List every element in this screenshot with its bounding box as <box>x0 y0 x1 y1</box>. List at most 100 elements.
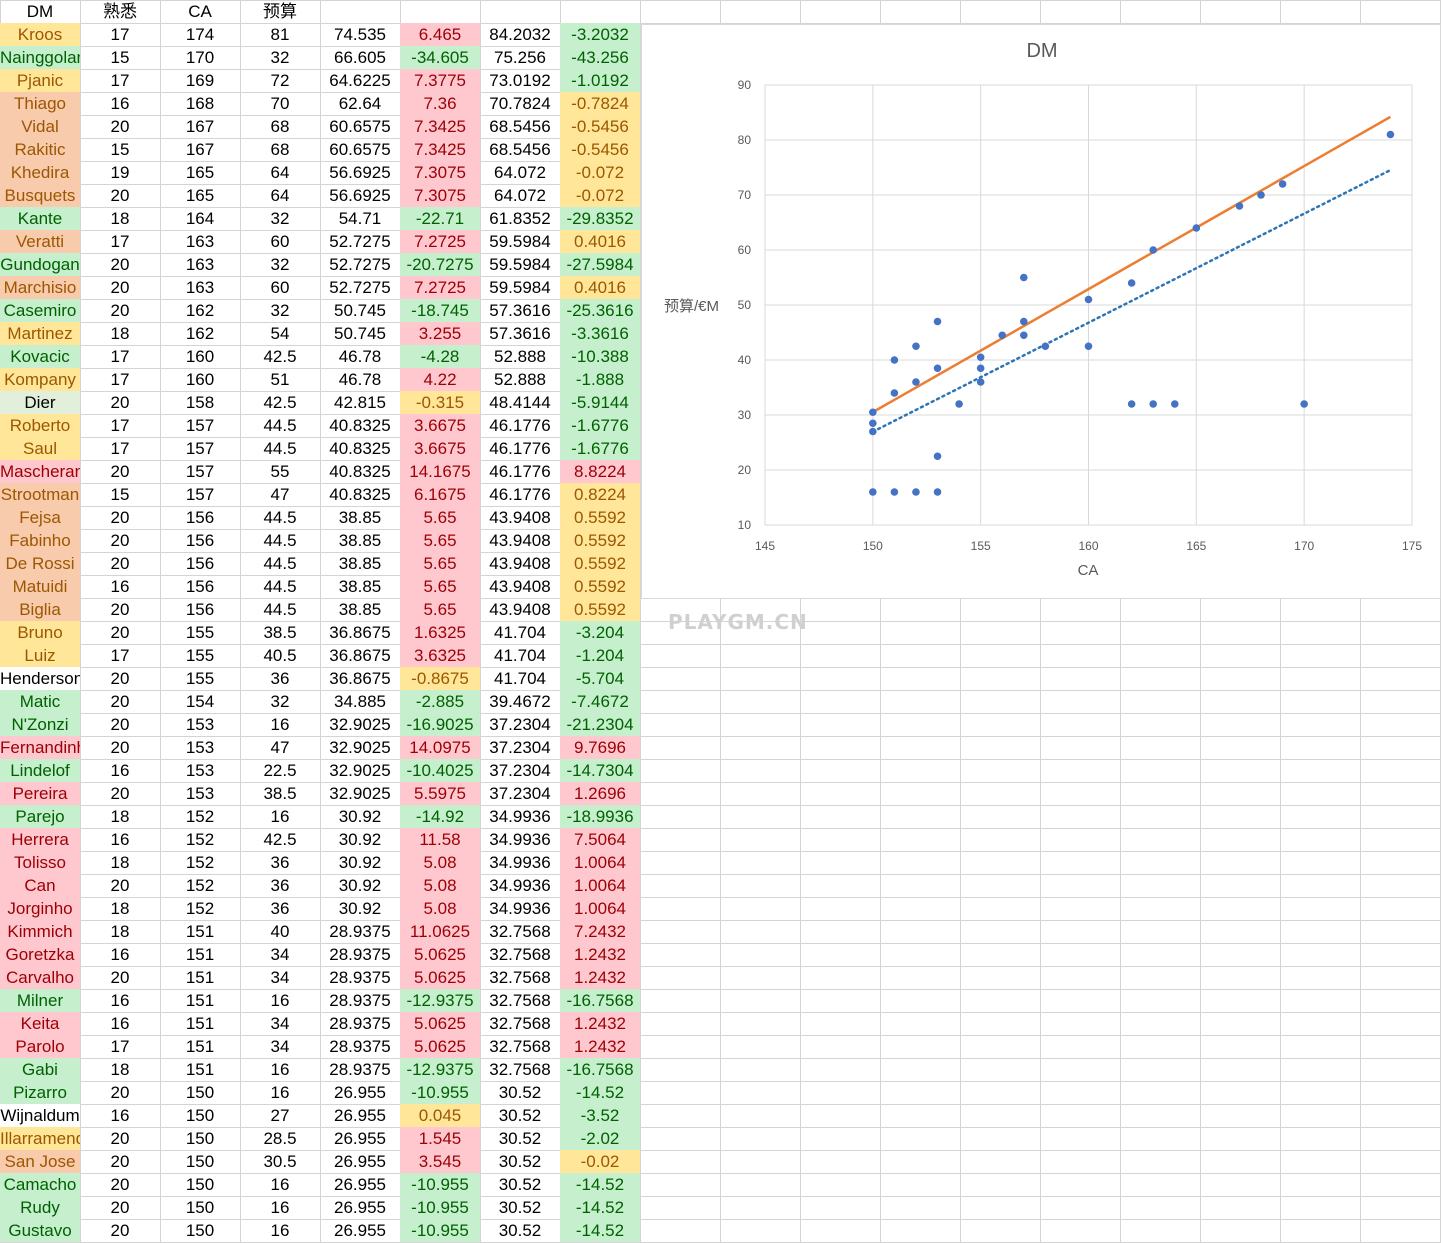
value-cell[interactable]: 46.1776 <box>489 439 551 458</box>
header-cell[interactable]: CA <box>188 2 212 21</box>
value-cell[interactable]: 7.3425 <box>400 138 480 161</box>
player-name-cell[interactable]: Saul <box>0 437 80 460</box>
value-cell[interactable]: 5.0625 <box>400 943 480 966</box>
value-cell[interactable]: 39.4672 <box>489 692 551 711</box>
value-cell[interactable]: 18 <box>110 922 130 941</box>
value-cell[interactable]: 38.85 <box>338 600 382 619</box>
value-cell[interactable]: -18.745 <box>400 299 480 322</box>
player-name-cell[interactable]: Kovacic <box>0 345 80 368</box>
value-cell[interactable]: 40.8325 <box>329 439 391 458</box>
value-cell[interactable]: 43.9408 <box>489 600 551 619</box>
value-cell[interactable]: 37.2304 <box>489 784 551 803</box>
value-cell[interactable]: 27 <box>270 1106 290 1125</box>
value-cell[interactable]: 20 <box>110 669 130 688</box>
value-cell[interactable]: -3.204 <box>560 621 640 644</box>
value-cell[interactable]: 5.08 <box>400 897 480 920</box>
player-name-cell[interactable]: Dier <box>0 391 80 414</box>
value-cell[interactable]: 8.8224 <box>560 460 640 483</box>
value-cell[interactable]: 42.5 <box>263 830 297 849</box>
value-cell[interactable]: -10.955 <box>400 1081 480 1104</box>
header-cell[interactable] <box>480 0 560 23</box>
value-cell[interactable]: 30.52 <box>498 1175 542 1194</box>
value-cell[interactable]: 20 <box>110 554 130 573</box>
player-name-cell[interactable]: Bruno <box>0 621 80 644</box>
value-cell[interactable]: 1.0064 <box>560 851 640 874</box>
value-cell[interactable]: -16.7568 <box>560 1058 640 1081</box>
value-cell[interactable]: 36 <box>270 899 290 918</box>
value-cell[interactable]: 16 <box>110 991 130 1010</box>
value-cell[interactable]: 32.7568 <box>489 1060 551 1079</box>
value-cell[interactable]: -21.2304 <box>560 713 640 736</box>
value-cell[interactable]: 30.92 <box>338 876 382 895</box>
value-cell[interactable]: 155 <box>185 669 215 688</box>
value-cell[interactable]: 50.745 <box>334 324 386 343</box>
player-name-cell[interactable]: Marchisio <box>0 276 80 299</box>
value-cell[interactable]: 20 <box>110 600 130 619</box>
value-cell[interactable]: 60 <box>270 278 290 297</box>
value-cell[interactable]: 6.465 <box>400 23 480 46</box>
value-cell[interactable]: 64.072 <box>494 163 546 182</box>
value-cell[interactable]: 5.0625 <box>400 1012 480 1035</box>
value-cell[interactable]: 152 <box>185 899 215 918</box>
value-cell[interactable]: 17 <box>110 370 130 389</box>
value-cell[interactable]: -12.9375 <box>400 1058 480 1081</box>
value-cell[interactable]: 16 <box>270 1221 290 1240</box>
value-cell[interactable]: 150 <box>185 1129 215 1148</box>
value-cell[interactable]: 20 <box>110 784 130 803</box>
value-cell[interactable]: 20 <box>110 393 130 412</box>
value-cell[interactable]: 11.0625 <box>400 920 480 943</box>
value-cell[interactable]: 20 <box>110 876 130 895</box>
value-cell[interactable]: 167 <box>185 117 215 136</box>
value-cell[interactable]: 26.955 <box>334 1198 386 1217</box>
value-cell[interactable]: 16 <box>110 1014 130 1033</box>
value-cell[interactable]: 30.52 <box>498 1106 542 1125</box>
value-cell[interactable]: -1.6776 <box>560 437 640 460</box>
value-cell[interactable]: 3.255 <box>400 322 480 345</box>
value-cell[interactable]: 5.65 <box>400 506 480 529</box>
value-cell[interactable]: 52.7275 <box>329 255 391 274</box>
player-name-cell[interactable]: Kimmich <box>0 920 80 943</box>
value-cell[interactable]: -14.52 <box>560 1196 640 1219</box>
player-name-cell[interactable]: Mascherano <box>0 460 80 483</box>
player-name-cell[interactable]: Gustavo <box>0 1219 80 1242</box>
value-cell[interactable]: 16 <box>270 991 290 1010</box>
value-cell[interactable]: 44.5 <box>263 508 297 527</box>
value-cell[interactable]: 44.5 <box>263 554 297 573</box>
value-cell[interactable]: 150 <box>185 1198 215 1217</box>
value-cell[interactable]: 151 <box>185 1037 215 1056</box>
value-cell[interactable]: 163 <box>185 232 215 251</box>
value-cell[interactable]: 155 <box>185 646 215 665</box>
value-cell[interactable]: 75.256 <box>494 48 546 67</box>
value-cell[interactable]: 16 <box>110 830 130 849</box>
value-cell[interactable]: 59.5984 <box>489 255 551 274</box>
player-name-cell[interactable]: Vidal <box>0 115 80 138</box>
value-cell[interactable]: 44.5 <box>263 577 297 596</box>
value-cell[interactable]: -0.8675 <box>400 667 480 690</box>
value-cell[interactable]: 7.3075 <box>400 184 480 207</box>
player-name-cell[interactable]: Martinez <box>0 322 80 345</box>
value-cell[interactable]: 42.5 <box>263 393 297 412</box>
value-cell[interactable]: -10.388 <box>560 345 640 368</box>
value-cell[interactable]: 20 <box>110 1129 130 1148</box>
value-cell[interactable]: 20 <box>110 623 130 642</box>
player-name-cell[interactable]: Camacho <box>0 1173 80 1196</box>
value-cell[interactable]: -2.02 <box>560 1127 640 1150</box>
value-cell[interactable]: 160 <box>185 370 215 389</box>
value-cell[interactable]: 34.9936 <box>489 830 551 849</box>
value-cell[interactable]: 28.9375 <box>329 991 391 1010</box>
value-cell[interactable]: 38.85 <box>338 554 382 573</box>
value-cell[interactable]: 7.36 <box>400 92 480 115</box>
player-name-cell[interactable]: Wijnaldum <box>0 1104 80 1127</box>
value-cell[interactable]: 20 <box>110 301 130 320</box>
player-name-cell[interactable]: Fabinho <box>0 529 80 552</box>
value-cell[interactable]: 62.64 <box>338 94 382 113</box>
value-cell[interactable]: 84.2032 <box>489 25 551 44</box>
player-name-cell[interactable]: Busquets <box>0 184 80 207</box>
value-cell[interactable]: 17 <box>110 646 130 665</box>
player-name-cell[interactable]: Kroos <box>0 23 80 46</box>
value-cell[interactable]: 0.8224 <box>560 483 640 506</box>
value-cell[interactable]: 32 <box>270 301 290 320</box>
value-cell[interactable]: 42.5 <box>263 347 297 366</box>
value-cell[interactable]: 151 <box>185 922 215 941</box>
value-cell[interactable]: 70.7824 <box>489 94 551 113</box>
